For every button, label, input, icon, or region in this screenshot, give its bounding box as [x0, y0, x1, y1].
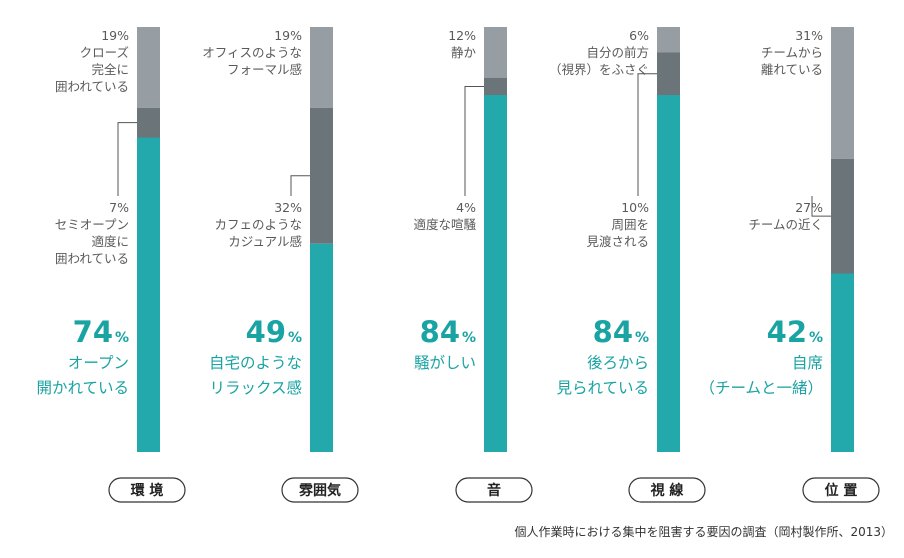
bar-segment-middle — [831, 158, 854, 274]
bar-segment-upper — [137, 27, 160, 108]
main-segment-label: 自宅のような — [209, 354, 302, 372]
bar-segment-middle — [657, 52, 680, 95]
category-pill — [628, 477, 706, 503]
bar-segment-middle — [484, 78, 507, 95]
middle-segment-label: セミオープン — [55, 217, 129, 232]
category-label: 環 境 — [131, 482, 164, 499]
middle-segment-label: 周囲を — [611, 217, 649, 232]
leader-line — [117, 122, 137, 196]
category-label: 視 線 — [650, 482, 684, 499]
bar-segment-main — [657, 95, 680, 452]
percent-sign: % — [809, 330, 823, 346]
middle-segment-value: 4% — [456, 200, 476, 215]
bar-segment-upper — [310, 27, 333, 108]
main-segment-label: （チームと一緒） — [699, 379, 823, 397]
main-segment-label: 後ろから — [587, 354, 649, 372]
middle-segment-label: チームの近く — [748, 217, 823, 232]
upper-segment-value: 31% — [795, 28, 823, 43]
main-segment-value: 84 — [420, 315, 460, 349]
bar-segment-main — [137, 137, 160, 452]
bar-segment-middle — [310, 107, 333, 244]
main-segment-label: オープン — [68, 354, 129, 372]
middle-segment-label: カフェのような — [214, 217, 302, 232]
upper-segment-label: 自分の前方 — [586, 45, 649, 60]
middle-segment-value: 7% — [109, 200, 129, 215]
bar-segment-middle — [137, 107, 160, 138]
category-pill — [108, 477, 186, 503]
middle-segment-label: カジュアル感 — [228, 234, 302, 249]
bar-segment-main — [310, 243, 333, 452]
upper-segment-label: 完全に — [91, 62, 129, 77]
leader-line — [811, 196, 831, 217]
middle-segment-value: 10% — [621, 200, 649, 215]
category-pills: 環 境 雰囲気 音 視 線 位 置 — [108, 477, 880, 503]
main-segment-label: 開かれている — [36, 379, 129, 397]
chart-caption: 個人作業時における集中を阻害する要因の調査（岡村製作所、2013） — [514, 524, 893, 539]
upper-segment-label: チームから — [761, 45, 823, 60]
category-pill — [455, 477, 533, 503]
middle-segment-label: 囲われている — [55, 251, 129, 266]
main-segment-label: 騒がしい — [414, 354, 476, 372]
main-segment-value: 74 — [73, 315, 113, 349]
bar-segment-main — [484, 95, 507, 452]
category-pill — [281, 477, 359, 503]
middle-segment-value: 27% — [795, 200, 823, 215]
upper-segment-label: 静か — [451, 45, 477, 60]
middle-segment-label: 見渡される — [586, 234, 649, 249]
main-segment-label: 自席 — [792, 354, 823, 372]
category-label: 位 置 — [825, 482, 858, 499]
percent-sign: % — [462, 330, 476, 346]
percent-sign: % — [635, 330, 649, 346]
upper-segment-label: 離れている — [761, 62, 823, 77]
upper-segment-label: オフィスのような — [202, 45, 302, 60]
middle-segment-value: 32% — [274, 200, 302, 215]
percent-sign: % — [115, 330, 129, 346]
bar-segment-upper — [657, 27, 680, 53]
category-pill — [802, 477, 880, 503]
upper-segment-value: 6% — [629, 28, 649, 43]
category-label: 雰囲気 — [299, 482, 341, 499]
upper-segment-value: 12% — [448, 28, 476, 43]
upper-segment-label: 囲われている — [55, 79, 129, 94]
bar-segment-upper — [484, 27, 507, 78]
main-segment-value: 42 — [767, 315, 807, 349]
upper-segment-value: 19% — [101, 28, 129, 43]
bar-segment-main — [831, 273, 854, 452]
middle-segment-label: 適度に — [91, 234, 129, 249]
leader-line — [290, 175, 310, 196]
upper-segment-label: クローズ — [80, 45, 129, 60]
main-segment-label: リラックス感 — [209, 379, 302, 397]
main-segment-value: 49 — [246, 315, 286, 349]
leader-line — [464, 86, 484, 196]
main-segment-value: 84 — [593, 315, 633, 349]
upper-segment-value: 19% — [274, 28, 302, 43]
middle-segment-label: 適度な喧騒 — [413, 217, 476, 232]
category-label: 音 — [487, 482, 501, 499]
main-segment-label: 見られている — [556, 379, 649, 397]
percent-sign: % — [288, 330, 302, 346]
leader-line — [637, 73, 657, 196]
upper-segment-label: （視界）をふさぐ — [549, 62, 649, 77]
bars-layer — [137, 27, 854, 452]
bar-segment-upper — [831, 27, 854, 159]
upper-segment-label: フォーマル感 — [227, 62, 302, 77]
